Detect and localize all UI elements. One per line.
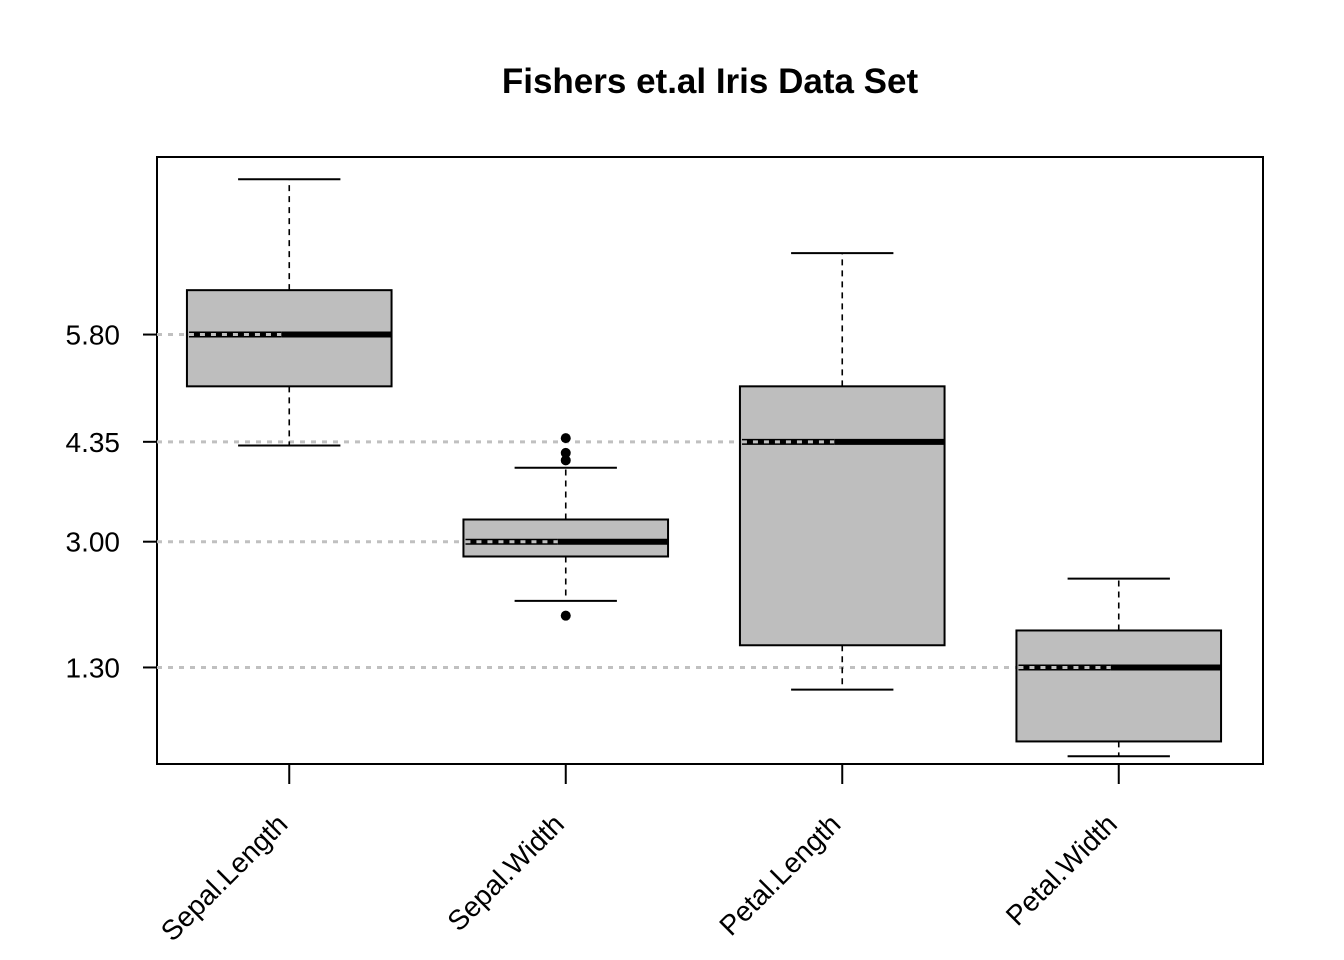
outlier-point <box>560 455 571 466</box>
chart-title: Fishers et.al Iris Data Set <box>502 62 919 101</box>
box-sepal-length <box>185 178 393 447</box>
outlier-point <box>560 447 571 458</box>
outlier-point <box>560 433 571 444</box>
box-body <box>738 385 946 647</box>
x-tick-label: Sepal.Width <box>441 808 570 937</box>
box-body <box>185 289 393 388</box>
x-tick-label: Petal.Length <box>713 808 846 941</box>
box-body <box>462 518 670 558</box>
x-tick-label: Sepal.Length <box>155 808 294 947</box>
y-tick-label: 5.80 <box>66 320 121 351</box>
box-petal-length <box>738 252 946 691</box>
x-tick-label: Petal.Width <box>1000 808 1123 931</box>
outlier-point <box>560 610 571 621</box>
y-tick-label: 4.35 <box>66 427 121 458</box>
y-tick-label: 1.30 <box>66 652 121 683</box>
plot-frame <box>156 156 1264 765</box>
y-tick-label: 3.00 <box>66 527 121 558</box>
box-body <box>1015 629 1223 743</box>
box-petal-width <box>1015 577 1223 758</box>
box-sepal-width <box>462 433 670 621</box>
